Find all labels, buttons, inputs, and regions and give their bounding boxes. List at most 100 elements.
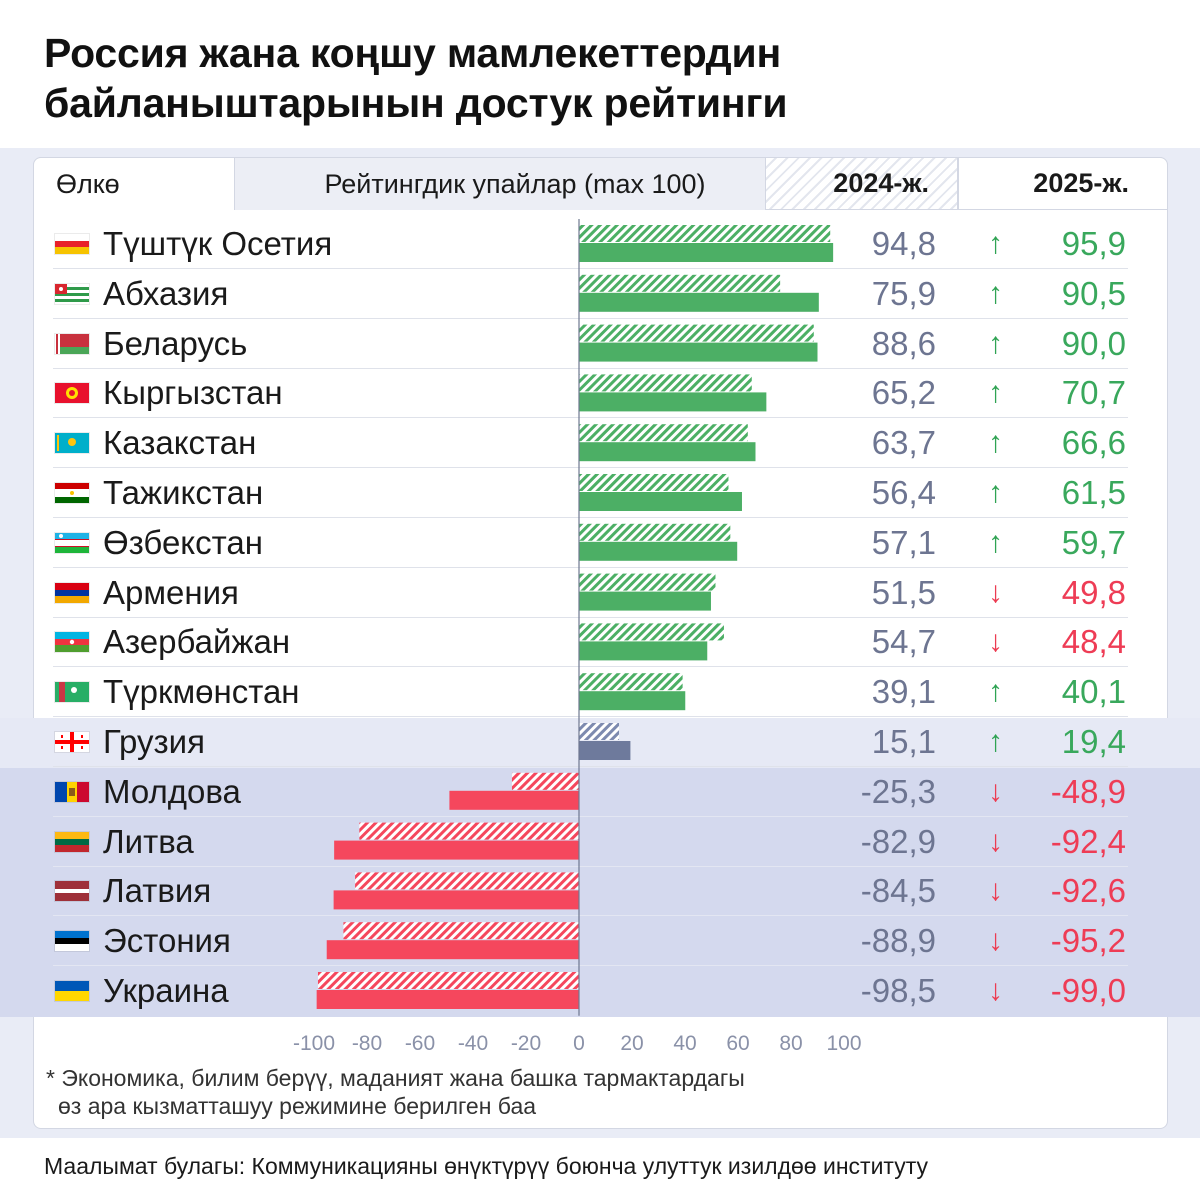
value-2025: 90,5 (1061, 274, 1126, 312)
bar-2024 (579, 274, 781, 292)
flag-icon (55, 582, 89, 603)
bar-2024 (343, 922, 579, 940)
bar-2025 (326, 940, 579, 960)
flag-icon (55, 333, 89, 354)
arrow-up-icon: ↑ (988, 376, 1003, 410)
bar-2025 (449, 790, 579, 810)
x-tick-label: 0 (573, 1032, 585, 1055)
value-2024: 51,5 (871, 573, 936, 611)
header-2024-legend: 2024-ж. (765, 157, 958, 210)
x-tick-label: -80 (352, 1032, 382, 1055)
bar-2024 (511, 772, 579, 790)
table-row: Литва -82,9 ↓ -92,4 (33, 817, 1168, 867)
value-2025: 49,8 (1061, 573, 1126, 611)
country-name: Тажикстан (103, 474, 264, 511)
table-row: Украина -98,5 ↓ -99,0 (33, 966, 1168, 1016)
arrow-up-icon: ↑ (988, 476, 1003, 509)
bar-2025 (579, 342, 818, 362)
row-divider (53, 367, 1128, 369)
row-divider (53, 865, 1128, 867)
row-divider (53, 616, 1128, 618)
bar-2024 (579, 374, 752, 392)
value-2024: 65,2 (871, 374, 936, 412)
row-divider (53, 517, 1128, 518)
row-divider (53, 268, 1128, 269)
footnote: * Экономика, билим берүү, маданият жана … (46, 1064, 745, 1120)
arrow-down-icon: ↓ (988, 874, 1003, 908)
flag-icon (55, 483, 89, 503)
bar-2025 (579, 442, 756, 462)
table-row: Беларусь 88,6 ↑ 90,0 (33, 319, 1168, 369)
table-row: Өзбекстан 57,1 ↑ 59,7 (33, 518, 1168, 568)
bar-2025 (316, 990, 579, 1009)
row-divider (53, 815, 1128, 817)
bar-2024 (317, 972, 579, 989)
bar-2024 (579, 673, 683, 691)
value-2025: -48,9 (1050, 772, 1126, 810)
table-row: Абхазия 75,9 ↑ 90,5 (33, 269, 1168, 319)
bar-2024 (579, 573, 716, 591)
flag-icon (55, 234, 89, 254)
arrow-up-icon: ↑ (988, 525, 1003, 559)
value-2024: 63,7 (871, 424, 936, 462)
value-2024: -25,3 (860, 772, 936, 810)
value-2025: -92,6 (1050, 872, 1126, 910)
table-row: Армения 51,5 ↓ 49,8 (33, 568, 1168, 618)
x-tick-label: -20 (511, 1032, 541, 1055)
row-divider (53, 666, 1128, 668)
table-row: Кыргызстан 65,2 ↑ 70,7 (33, 368, 1168, 419)
country-name: Кыргызстан (103, 374, 283, 412)
footnote-line-1: * Экономика, билим берүү, маданият жана … (46, 1065, 745, 1091)
value-2025: 90,0 (1061, 324, 1126, 362)
bar-2024 (579, 324, 814, 342)
arrow-down-icon: ↓ (988, 974, 1003, 1007)
x-tick-label: 40 (673, 1032, 696, 1055)
value-2024: 56,4 (871, 474, 936, 511)
bar-2024 (579, 225, 831, 242)
x-tick-label: -100 (293, 1032, 335, 1055)
value-2025: -95,2 (1050, 922, 1126, 960)
bar-2024 (579, 723, 620, 740)
value-2025: 48,4 (1061, 623, 1126, 661)
flag-icon (55, 732, 89, 752)
arrow-up-icon: ↑ (988, 326, 1003, 360)
table-row: Тажикстан 56,4 ↑ 61,5 (33, 468, 1168, 518)
value-2024: 88,6 (871, 324, 936, 362)
arrow-down-icon: ↓ (988, 924, 1003, 958)
bar-2025 (579, 492, 742, 511)
country-name: Өзбекстан (103, 523, 263, 561)
arrow-down-icon: ↓ (988, 625, 1003, 659)
arrow-down-icon: ↓ (988, 824, 1003, 858)
flag-icon (55, 283, 89, 304)
country-name: Абхазия (103, 274, 229, 312)
country-name: Украина (103, 972, 229, 1009)
flag-icon (55, 881, 89, 902)
x-tick-label: -40 (458, 1032, 488, 1055)
value-2025: 70,7 (1061, 374, 1126, 412)
x-tick-label: 60 (726, 1032, 749, 1055)
bar-2024 (579, 623, 724, 641)
arrow-down-icon: ↓ (988, 575, 1003, 609)
bar-2025 (579, 591, 711, 611)
arrow-up-icon: ↑ (988, 675, 1003, 709)
value-2024: 15,1 (871, 723, 936, 760)
value-2024: -82,9 (860, 822, 936, 860)
bar-2025 (579, 392, 767, 412)
arrow-up-icon: ↑ (988, 227, 1003, 260)
value-2024: -84,5 (860, 872, 936, 910)
flag-icon (55, 831, 89, 852)
bar-2025 (579, 691, 686, 711)
table-row: Грузия 15,1 ↑ 19,4 (33, 717, 1168, 767)
title-line-2: байланыштарынын достук рейтинги (44, 80, 788, 126)
flag-icon (55, 632, 89, 653)
country-name: Армения (103, 573, 239, 611)
country-name: Грузия (103, 723, 205, 760)
flag-icon (55, 532, 89, 553)
table-row: Казакстан 63,7 ↑ 66,6 (33, 418, 1168, 469)
flag-icon (55, 383, 89, 404)
country-name: Латвия (103, 872, 212, 910)
value-2024: 75,9 (871, 274, 936, 312)
value-2024: 94,8 (871, 225, 936, 262)
source-note: Маалымат булагы: Коммуникацияны өнүктүрү… (44, 1153, 929, 1179)
table-row: Түштүк Осетия 94,8 ↑ 95,9 (33, 219, 1168, 269)
